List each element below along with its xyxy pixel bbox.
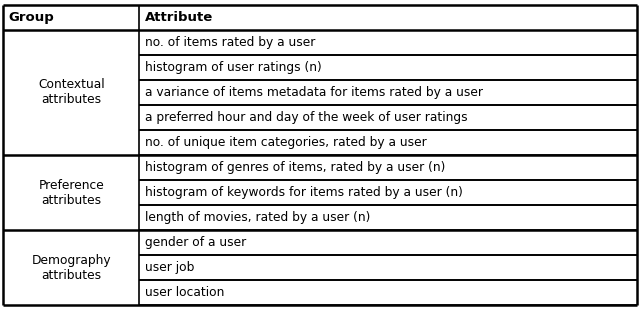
Text: histogram of genres of items, rated by a user (n): histogram of genres of items, rated by a…: [145, 161, 445, 174]
Text: histogram of user ratings (n): histogram of user ratings (n): [145, 61, 321, 74]
Bar: [140, 255, 637, 280]
Bar: [140, 105, 637, 130]
Bar: [140, 55, 637, 80]
Bar: [140, 130, 637, 155]
Bar: [140, 205, 637, 230]
Bar: [140, 180, 637, 205]
Text: a preferred hour and day of the week of user ratings: a preferred hour and day of the week of …: [145, 111, 467, 124]
Text: no. of items rated by a user: no. of items rated by a user: [145, 36, 315, 49]
Text: length of movies, rated by a user (n): length of movies, rated by a user (n): [145, 211, 370, 224]
Bar: [140, 80, 637, 105]
Bar: [3, 230, 140, 305]
Bar: [140, 230, 637, 255]
Text: a variance of items metadata for items rated by a user: a variance of items metadata for items r…: [145, 86, 483, 99]
Text: no. of unique item categories, rated by a user: no. of unique item categories, rated by …: [145, 136, 426, 149]
Text: histogram of keywords for items rated by a user (n): histogram of keywords for items rated by…: [145, 186, 463, 199]
Bar: [3, 155, 140, 230]
Text: user location: user location: [145, 286, 224, 299]
Text: Demography
attributes: Demography attributes: [31, 254, 111, 282]
Bar: [140, 280, 637, 305]
Text: Group: Group: [8, 11, 54, 24]
Bar: [3, 5, 140, 30]
Bar: [140, 155, 637, 180]
Text: gender of a user: gender of a user: [145, 236, 246, 249]
Bar: [140, 5, 637, 30]
Text: Preference
attributes: Preference attributes: [38, 179, 104, 206]
Bar: [3, 30, 140, 155]
Text: Contextual
attributes: Contextual attributes: [38, 78, 104, 106]
Text: Attribute: Attribute: [145, 11, 212, 24]
Bar: [140, 30, 637, 55]
Text: user job: user job: [145, 261, 194, 274]
